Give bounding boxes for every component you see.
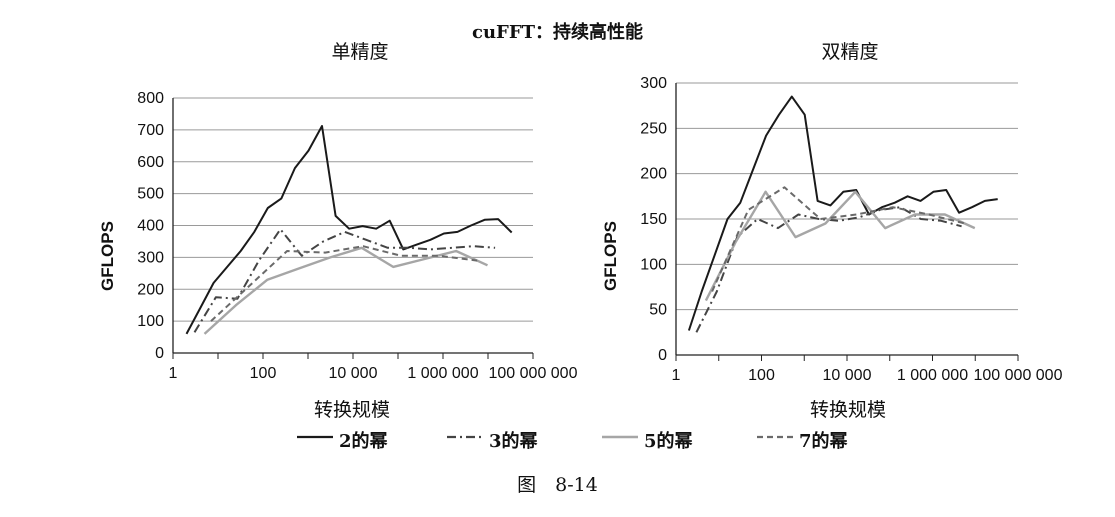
series-group [185,125,513,335]
series-line [210,245,478,322]
y-tick-label: 200 [640,166,667,183]
series-line [704,190,976,302]
y-tick-label: 50 [649,302,667,319]
legend-swatch [757,435,793,439]
series-line [203,246,488,335]
x-tick-label: 10 000 [823,367,872,384]
x-tick-label: 100 000 000 [489,365,578,382]
x-tick-label: 100 000 000 [974,367,1063,384]
x-tick-label: 1 [672,367,681,384]
y-ticks: 0 50 100 150 200 250 300 [640,75,667,364]
y-tick-label: 100 [640,256,667,273]
series-line [695,206,962,333]
x-axis-label: 转换规模 [810,399,886,421]
y-tick-label: 150 [640,211,667,228]
series-line [185,125,513,335]
y-tick-label: 500 [137,186,164,203]
legend-label: 3的幂 [489,431,538,452]
series-group [687,95,998,333]
chart-double-precision: 双精度 0 50 100 150 200 250 300 1 100 10 000 1 000 0… [601,41,1063,421]
chart-title: 单精度 [331,41,388,63]
y-tick-label: 0 [658,347,667,364]
x-tick-label: 100 [748,367,775,384]
y-tick-label: 300 [640,75,667,92]
figure-title: cuFFT：持续高性能 [472,22,643,43]
x-ticks: 1 100 10 000 1 000 000 100 000 000 [672,355,1063,384]
y-tick-label: 800 [137,90,164,107]
legend-label: 2的幂 [339,431,388,452]
y-tick-label: 700 [137,122,164,139]
grid-lines [173,97,533,322]
series-line [711,186,966,292]
y-tick-label: 200 [137,281,164,298]
grid-lines [676,82,1018,311]
legend-label: 5的幂 [644,431,693,452]
x-ticks: 1 100 10 000 1 000 000 100 000 000 [169,353,578,382]
y-tick-label: 400 [137,218,164,235]
legend-label: 7的幂 [799,431,848,452]
legend: 2的幂 3的幂 5的幂 7的幂 [290,425,890,453]
series-line [687,95,998,331]
x-tick-label: 1 000 000 [407,365,478,382]
x-tick-label: 1 [169,365,178,382]
series-line [193,228,496,333]
y-tick-label: 300 [137,249,164,266]
y-tick-label: 600 [137,154,164,171]
legend-swatch [602,435,638,439]
x-tick-label: 10 000 [329,365,378,382]
legend-swatch [447,435,483,439]
y-axis-label: GFLOPS [98,221,117,291]
legend-swatch [297,435,333,439]
x-axis-label: 转换规模 [314,399,390,421]
y-tick-label: 0 [155,345,164,362]
figure-caption: 图 8-14 [517,474,598,496]
y-tick-label: 250 [640,120,667,137]
y-ticks: 0 100 200 300 400 500 600 700 800 [137,90,164,362]
x-tick-label: 100 [250,365,277,382]
chart-title: 双精度 [821,41,878,63]
y-axis-label: GFLOPS [601,221,620,291]
x-tick-label: 1 000 000 [897,367,968,384]
y-tick-label: 100 [137,313,164,330]
chart-single-precision: 单精度 0 100 200 300 400 500 600 700 800 1 100 10 000… [98,41,578,421]
